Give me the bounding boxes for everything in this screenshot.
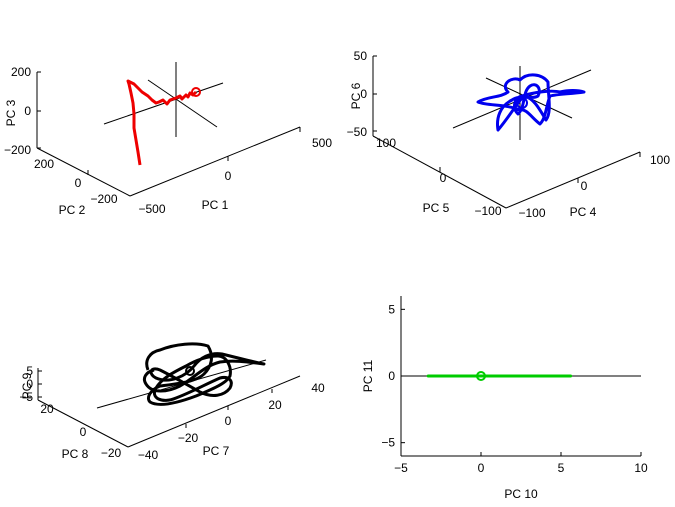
panel-pc10-pc11: −5 0 5 10 5 0 −5 PC 10 PC 11 [361, 296, 648, 501]
y-axis-line [37, 399, 129, 448]
x-axis-line [129, 126, 301, 197]
x-axis-line [127, 375, 301, 448]
start-marker-red [191, 87, 201, 97]
panel-pc7-pc8-pc9: 5 0 −5 20 0 −20 −40 −20 0 20 40 PC 7 PC … [19, 342, 325, 462]
y-tick-label: 0 [75, 176, 82, 190]
x-tick-label: 0 [225, 169, 232, 183]
y-tick-label: −100 [474, 204, 501, 218]
z-tick-label: −50 [347, 125, 368, 139]
trajectory-red [126, 79, 198, 166]
y-tick-label: −200 [90, 192, 117, 206]
x-tick-label: 100 [650, 153, 670, 167]
x-tick-label: −100 [518, 206, 545, 220]
start-marker-green [476, 371, 486, 381]
x-axis-label: PC 10 [504, 487, 538, 501]
y-axis-label: PC 5 [423, 201, 450, 215]
center-axis-x [103, 82, 224, 125]
z-tick-label: 0 [26, 377, 33, 391]
z-tick-label: 0 [24, 104, 31, 118]
y-tick-label: 5 [388, 302, 395, 316]
panel-pc1-pc2-pc3: 200 0 −200 200 0 −200 −500 0 500 PC 1 PC… [4, 62, 332, 217]
y-tick-label: 100 [376, 136, 396, 150]
y-axis-line [36, 147, 131, 197]
z-tick-label: 5 [26, 364, 33, 378]
x-tick-label: 20 [268, 398, 282, 412]
y-axis-label: PC 2 [59, 203, 86, 217]
x-tick-label: 5 [558, 461, 565, 475]
start-marker-black [185, 366, 195, 376]
z-tick-label: 0 [360, 87, 367, 101]
start-marker-blue [516, 97, 528, 109]
x-axis-label: PC 4 [570, 205, 597, 219]
trajectory-black [142, 342, 266, 406]
z-axis-label: PC 6 [349, 82, 363, 109]
y-tick-label: 0 [440, 171, 447, 185]
z-tick-label: 50 [354, 49, 368, 63]
y-tick-label: 200 [34, 157, 54, 171]
x-tick-label: 0 [581, 179, 588, 193]
y-axis-label: PC 11 [361, 359, 375, 392]
z-tick-label: −200 [4, 143, 31, 157]
x-axis-label: PC 7 [203, 444, 230, 458]
y-tick-label: 20 [40, 402, 54, 416]
panel-pc4-pc5-pc6: 50 0 −50 100 0 −100 −100 0 100 PC 4 PC 5… [347, 49, 671, 220]
x-tick-label: 500 [312, 136, 332, 150]
x-tick-label: −40 [138, 448, 159, 462]
x-axis-line [505, 151, 641, 209]
z-tick-label: −5 [19, 390, 33, 404]
x-tick-label: −500 [138, 202, 165, 216]
z-axis-label: PC 9 [20, 372, 34, 399]
x-tick-label: 0 [478, 461, 485, 475]
y-tick-label: −20 [101, 446, 122, 460]
x-tick-label: 10 [634, 461, 648, 475]
y-tick-label: 0 [388, 369, 395, 383]
x-tick-label: 0 [225, 414, 232, 428]
trajectory-blue [476, 73, 586, 132]
y-tick-label: −5 [381, 436, 395, 450]
center-axis-y [147, 79, 218, 128]
z-axis-label: PC 3 [4, 99, 18, 126]
x-tick-label: −20 [178, 431, 199, 445]
y-tick-label: 0 [80, 425, 87, 439]
x-tick-label: 40 [311, 381, 325, 395]
y-axis-label: PC 8 [62, 447, 89, 461]
x-tick-label: −5 [394, 461, 408, 475]
x-axis-label: PC 1 [202, 198, 229, 212]
z-tick-label: 200 [11, 65, 31, 79]
